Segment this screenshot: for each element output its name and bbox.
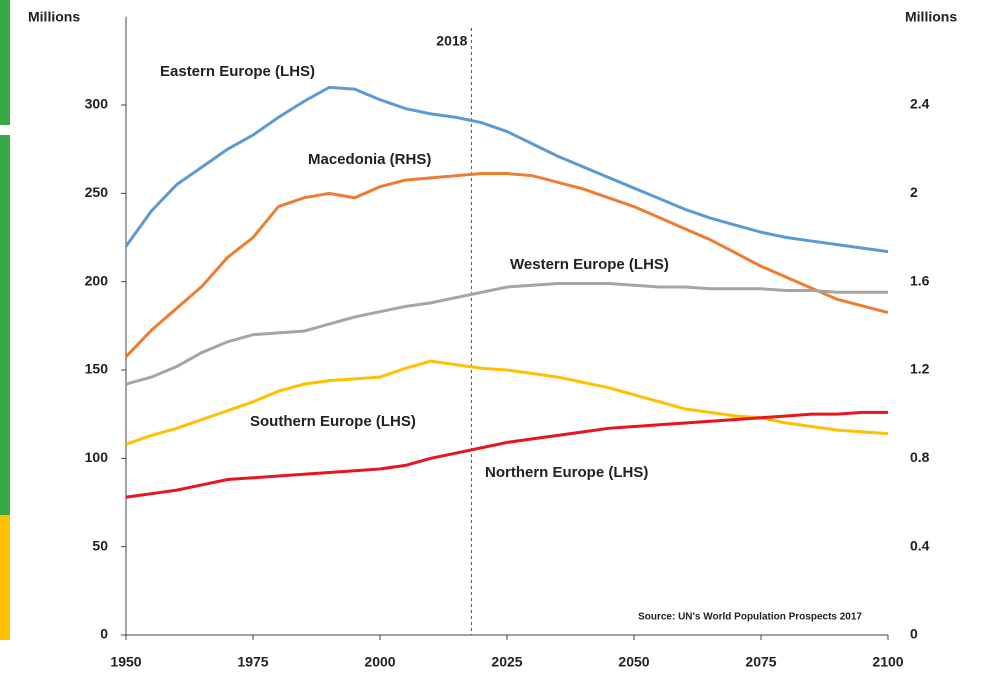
x-tick-label: 1975	[237, 654, 268, 670]
y2-tick-label: 2.4	[910, 96, 930, 112]
x-tick-label: 2025	[491, 654, 522, 670]
reference-label: 2018	[436, 33, 467, 49]
x-tick-label: 2050	[618, 654, 649, 670]
y-tick-label: 50	[92, 537, 108, 553]
y2-tick-label: 1.6	[910, 272, 930, 288]
y-tick-label: 250	[85, 184, 109, 200]
y2-tick-label: 0.8	[910, 449, 930, 465]
y-tick-label: 150	[85, 361, 109, 377]
side-decoration	[0, 0, 10, 125]
series-line	[126, 412, 888, 497]
side-decoration	[0, 515, 10, 640]
source-note: Source: UN's World Population Prospects …	[638, 612, 862, 623]
x-tick-label: 2000	[364, 654, 395, 670]
series-label: Macedonia (RHS)	[308, 151, 431, 168]
y-tick-label: 100	[85, 449, 109, 465]
series-label: Western Europe (LHS)	[510, 256, 669, 273]
y2-axis-label: Millions	[905, 9, 957, 25]
y2-tick-label: 1.2	[910, 361, 930, 377]
y2-tick-label: 2	[910, 184, 918, 200]
x-tick-label: 1950	[110, 654, 141, 670]
y-axis-label: Millions	[28, 9, 80, 25]
y-tick-label: 300	[85, 96, 109, 112]
series-label: Southern Europe (LHS)	[250, 413, 416, 430]
x-tick-label: 2075	[745, 654, 776, 670]
series-line	[126, 173, 888, 356]
x-tick-label: 2100	[872, 654, 903, 670]
series-label: Eastern Europe (LHS)	[160, 63, 315, 80]
series-line	[126, 361, 888, 444]
side-decoration	[0, 135, 10, 515]
y-tick-label: 200	[85, 272, 109, 288]
series-label: Northern Europe (LHS)	[485, 464, 648, 481]
series-line	[126, 87, 888, 251]
page: {"chart_data": {"type": "line", "y_label…	[0, 0, 995, 675]
y-tick-label: 0	[100, 626, 108, 642]
y2-tick-label: 0	[910, 626, 918, 642]
y2-tick-label: 0.4	[910, 537, 930, 553]
chart: Millions Millions Source: UN's World Pop…	[0, 0, 995, 675]
